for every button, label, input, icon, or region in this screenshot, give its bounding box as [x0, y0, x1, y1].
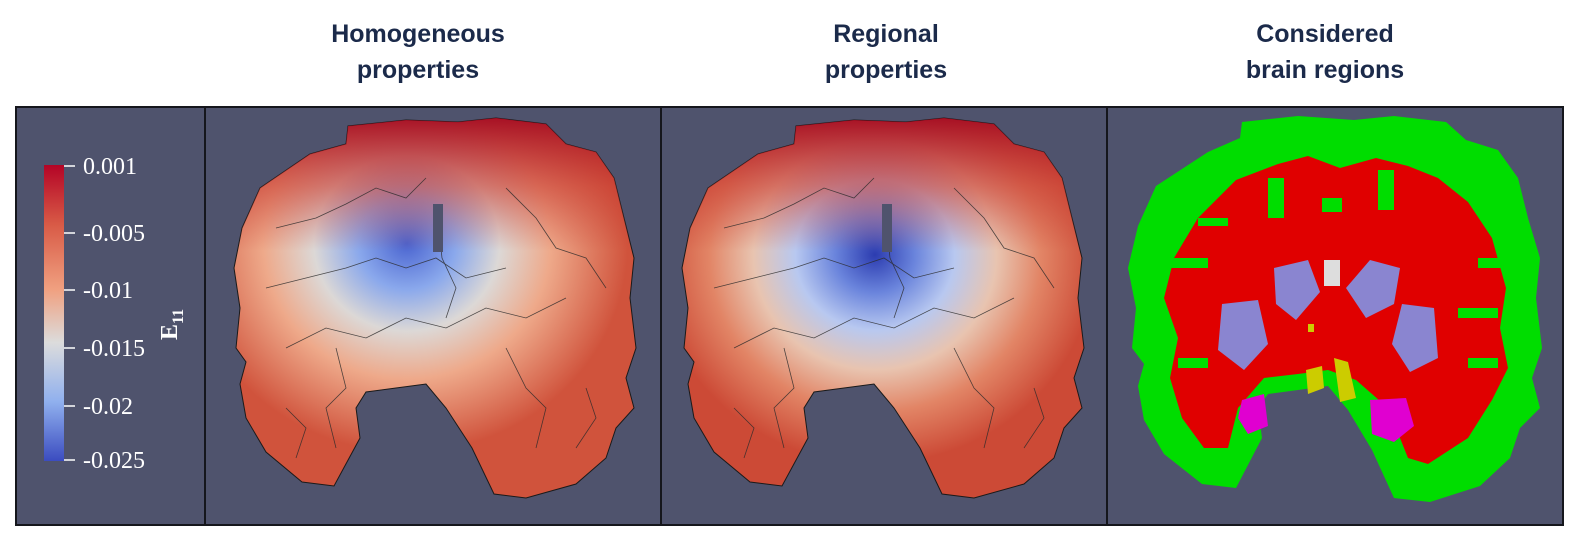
colorbar-label-main: E — [157, 323, 183, 340]
region-hippocampus-left — [1238, 394, 1268, 434]
region-contours — [713, 177, 1055, 459]
colorbar-tick-3: -0.015 — [83, 336, 145, 362]
title-homogeneous-line1: Homogeneous — [331, 20, 505, 48]
brain-top-band — [234, 118, 636, 498]
colorbar-axis-label: E11 — [157, 309, 188, 340]
title-regions-line1: Considered — [1256, 20, 1394, 48]
title-homogeneous: Homogeneous properties — [198, 16, 638, 88]
brain-strain-homogeneous — [233, 117, 637, 499]
region-cortex-folds — [1168, 170, 1508, 368]
colorbar-tick-0: 0.001 — [83, 154, 137, 180]
region-thalamus-right — [1392, 304, 1438, 372]
region-basal-ganglia-dot — [1308, 324, 1314, 332]
brain-regions-map — [1128, 116, 1542, 502]
colorbar-tick-2: -0.01 — [83, 278, 133, 304]
ventricle-gap — [882, 204, 892, 252]
region-basal-ganglia-left — [1306, 366, 1324, 394]
title-regions-line2: brain regions — [1245, 56, 1405, 84]
region-thalamus-left — [1218, 300, 1268, 370]
panel-brain-regions — [1106, 106, 1564, 526]
region-hippocampus-right — [1370, 398, 1414, 442]
colorbar-tick-4: -0.02 — [83, 394, 133, 420]
title-homogeneous-line2: properties — [356, 56, 480, 84]
title-regions: Considered brain regions — [1105, 16, 1545, 88]
region-ventricle-left — [1274, 260, 1320, 320]
ventricle-gap — [433, 204, 443, 252]
brain-strain-regional — [681, 117, 1085, 499]
region-corpus-callosum — [1324, 260, 1340, 286]
colorbar-gradient — [44, 165, 64, 461]
colorbar-svg — [44, 165, 75, 461]
title-regional-line1: Regional — [833, 20, 939, 48]
panel-homogeneous — [204, 106, 662, 526]
brain-top-band — [682, 118, 1084, 498]
title-regional-line2: properties — [824, 56, 948, 84]
colorbar-panel: 0.001 -0.005 -0.01 -0.015 -0.02 -0.025 E… — [15, 106, 206, 526]
colorbar-tick-5: -0.025 — [83, 448, 145, 474]
title-regional: Regional properties — [666, 16, 1106, 88]
region-basal-ganglia-right — [1334, 358, 1356, 402]
colorbar-label-sub: 11 — [169, 308, 187, 324]
colorbar-tick-1: -0.005 — [83, 221, 145, 247]
region-ventricle-right — [1346, 260, 1400, 318]
region-white-matter — [1164, 156, 1508, 464]
panel-regional — [660, 106, 1109, 526]
